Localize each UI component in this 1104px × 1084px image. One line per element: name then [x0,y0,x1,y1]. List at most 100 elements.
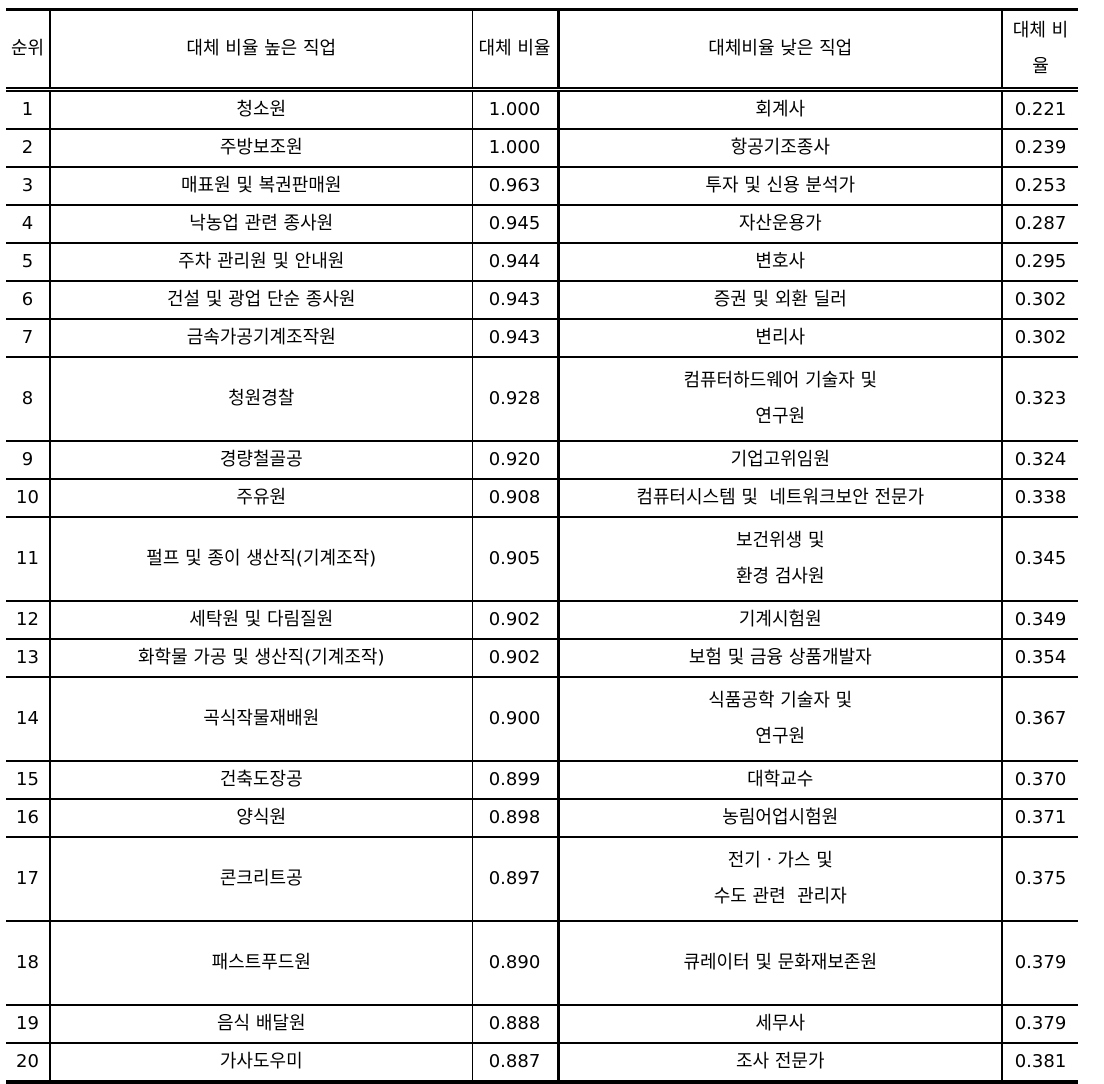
low-job-cell: 보건위생 및 환경 검사원 [558,517,1003,602]
header-low-ratio: 대체 비 율 [1002,9,1078,92]
low-ratio-cell: 0.287 [1002,205,1078,244]
rank-cell: 3 [6,167,51,206]
high-job-cell: 콘크리트공 [50,837,473,922]
high-ratio-cell: 0.899 [472,761,560,800]
low-job-cell: 조사 전문가 [558,1043,1003,1083]
table-row: 9 경량철골공 0.920 기업고위임원 0.324 [6,441,1078,480]
low-job-cell: 보험 및 금융 상품개발자 [558,639,1003,678]
rank-cell: 8 [6,357,51,442]
high-ratio-cell: 0.928 [472,357,560,442]
table-row: 17 콘크리트공 0.897 전기ㆍ가스 및 수도 관련 관리자 0.375 [6,837,1078,922]
rank-cell: 12 [6,601,51,640]
high-job-cell: 경량철골공 [50,441,473,480]
table-row: 19 음식 배달원 0.888 세무사 0.379 [6,1005,1078,1044]
rank-cell: 9 [6,441,51,480]
table-row: 8 청원경찰 0.928 컴퓨터하드웨어 기술자 및 연구원 0.323 [6,357,1078,442]
table-row: 12 세탁원 및 다림질원 0.902 기계시험원 0.349 [6,601,1078,640]
replacement-ratio-table: 순위 대체 비율 높은 직업 대체 비율 대체비율 낮은 직업 대체 비 율 1… [6,8,1078,1084]
low-ratio-cell: 0.295 [1002,243,1078,282]
low-job-cell: 컴퓨터하드웨어 기술자 및 연구원 [558,357,1003,442]
high-ratio-cell: 0.897 [472,837,560,922]
table-row: 15 건축도장공 0.899 대학교수 0.370 [6,761,1078,800]
low-ratio-cell: 0.375 [1002,837,1078,922]
low-ratio-cell: 0.253 [1002,167,1078,206]
high-job-cell: 곡식작물재배원 [50,677,473,762]
table-row: 10 주유원 0.908 컴퓨터시스템 및 네트워크보안 전문가 0.338 [6,479,1078,518]
rank-cell: 2 [6,129,51,168]
low-job-cell: 식품공학 기술자 및 연구원 [558,677,1003,762]
table-row: 3 매표원 및 복권판매원 0.963 투자 및 신용 분석가 0.253 [6,167,1078,206]
low-job-cell: 농림어업시험원 [558,799,1003,838]
high-job-cell: 세탁원 및 다림질원 [50,601,473,640]
high-job-cell: 낙농업 관련 종사원 [50,205,473,244]
low-ratio-cell: 0.371 [1002,799,1078,838]
table-row: 2 주방보조원 1.000 항공기조종사 0.239 [6,129,1078,168]
high-ratio-cell: 0.890 [472,921,560,1006]
rank-cell: 17 [6,837,51,922]
low-ratio-cell: 0.379 [1002,921,1078,1006]
low-ratio-cell: 0.370 [1002,761,1078,800]
high-ratio-cell: 0.887 [472,1043,560,1083]
high-ratio-cell: 0.902 [472,639,560,678]
low-job-cell: 증권 및 외환 딜러 [558,281,1003,320]
table-row: 13 화학물 가공 및 생산직(기계조작) 0.902 보험 및 금융 상품개발… [6,639,1078,678]
high-ratio-cell: 0.944 [472,243,560,282]
high-job-cell: 화학물 가공 및 생산직(기계조작) [50,639,473,678]
low-ratio-cell: 0.323 [1002,357,1078,442]
low-ratio-cell: 0.338 [1002,479,1078,518]
high-ratio-cell: 0.920 [472,441,560,480]
rank-cell: 18 [6,921,51,1006]
low-ratio-cell: 0.367 [1002,677,1078,762]
table-row: 18 패스트푸드원 0.890 큐레이터 및 문화재보존원 0.379 [6,921,1078,1006]
low-job-cell: 항공기조종사 [558,129,1003,168]
table-row: 6 건설 및 광업 단순 종사원 0.943 증권 및 외환 딜러 0.302 [6,281,1078,320]
table-row: 7 금속가공기계조작원 0.943 변리사 0.302 [6,319,1078,358]
header-high-ratio: 대체 비율 [472,9,560,92]
high-ratio-cell: 0.963 [472,167,560,206]
rank-cell: 1 [6,89,51,130]
low-ratio-cell: 0.302 [1002,281,1078,320]
high-job-cell: 금속가공기계조작원 [50,319,473,358]
header-high-job: 대체 비율 높은 직업 [50,9,473,92]
low-ratio-cell: 0.381 [1002,1043,1078,1083]
high-ratio-cell: 0.945 [472,205,560,244]
high-ratio-cell: 1.000 [472,129,560,168]
rank-cell: 11 [6,517,51,602]
high-job-cell: 청원경찰 [50,357,473,442]
header-rank: 순위 [6,9,51,92]
rank-cell: 14 [6,677,51,762]
low-job-cell: 대학교수 [558,761,1003,800]
rank-cell: 20 [6,1043,51,1083]
low-ratio-cell: 0.302 [1002,319,1078,358]
low-job-cell: 변리사 [558,319,1003,358]
header-low-job: 대체비율 낮은 직업 [558,9,1003,92]
table-row: 4 낙농업 관련 종사원 0.945 자산운용가 0.287 [6,205,1078,244]
table-row: 16 양식원 0.898 농림어업시험원 0.371 [6,799,1078,838]
low-job-cell: 투자 및 신용 분석가 [558,167,1003,206]
low-job-cell: 세무사 [558,1005,1003,1044]
rank-cell: 7 [6,319,51,358]
low-ratio-cell: 0.379 [1002,1005,1078,1044]
table-row: 5 주차 관리원 및 안내원 0.944 변호사 0.295 [6,243,1078,282]
high-ratio-cell: 0.888 [472,1005,560,1044]
rank-cell: 5 [6,243,51,282]
rank-cell: 4 [6,205,51,244]
header-row: 순위 대체 비율 높은 직업 대체 비율 대체비율 낮은 직업 대체 비 율 [6,9,1078,92]
high-job-cell: 펄프 및 종이 생산직(기계조작) [50,517,473,602]
low-ratio-cell: 0.354 [1002,639,1078,678]
high-ratio-cell: 1.000 [472,89,560,130]
low-job-cell: 회계사 [558,89,1003,130]
high-job-cell: 청소원 [50,89,473,130]
rank-cell: 15 [6,761,51,800]
high-ratio-cell: 0.900 [472,677,560,762]
high-job-cell: 주차 관리원 및 안내원 [50,243,473,282]
rank-cell: 10 [6,479,51,518]
low-ratio-cell: 0.349 [1002,601,1078,640]
rank-cell: 6 [6,281,51,320]
low-job-cell: 컴퓨터시스템 및 네트워크보안 전문가 [558,479,1003,518]
low-job-cell: 기업고위임원 [558,441,1003,480]
high-job-cell: 음식 배달원 [50,1005,473,1044]
low-job-cell: 큐레이터 및 문화재보존원 [558,921,1003,1006]
low-job-cell: 변호사 [558,243,1003,282]
high-job-cell: 건축도장공 [50,761,473,800]
